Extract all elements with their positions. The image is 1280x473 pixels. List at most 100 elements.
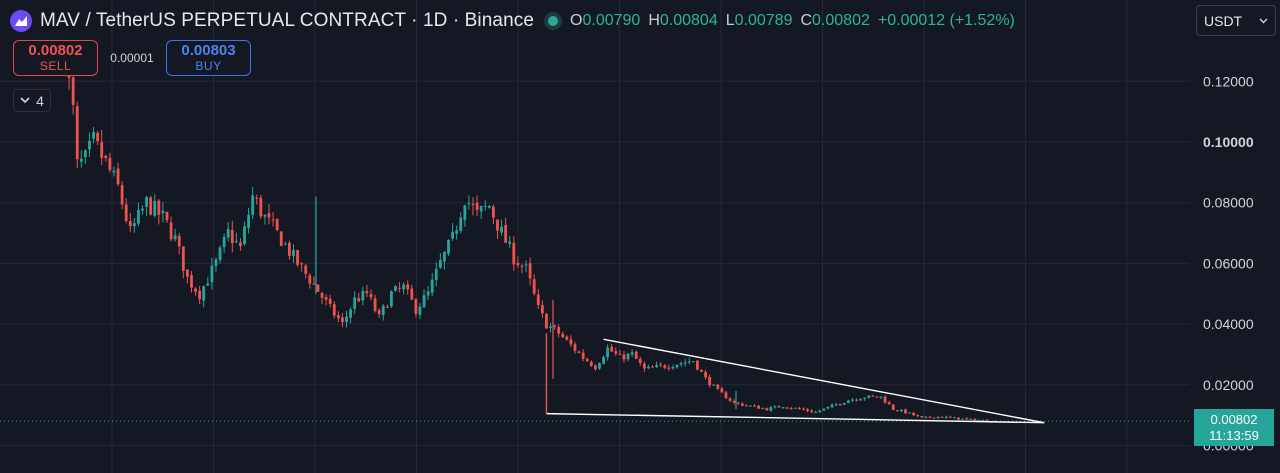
candle-body: [957, 417, 960, 420]
candle-body: [765, 408, 769, 411]
candle-body: [157, 200, 161, 215]
candle-body: [859, 399, 862, 401]
candle-body: [190, 275, 193, 288]
high-label: H: [648, 12, 660, 29]
candle-body: [300, 263, 304, 265]
candle-body: [985, 420, 989, 422]
candle-body: [173, 235, 177, 240]
candle-body: [528, 263, 532, 279]
candle-body: [818, 410, 822, 412]
candle-body: [239, 242, 242, 246]
sell-price: 0.00802: [28, 42, 83, 59]
symbol-title[interactable]: MAV / TetherUS PERPETUAL CONTRACT · 1D ·…: [40, 10, 535, 31]
y-tick-label: 0.04000: [1203, 316, 1254, 332]
candle-body: [769, 407, 773, 411]
candle-body: [932, 417, 936, 419]
indicators-toggle[interactable]: 4: [13, 89, 51, 112]
candle-body: [271, 219, 275, 221]
candle-body: [145, 196, 148, 207]
candle-body: [467, 203, 471, 205]
candle-body: [842, 402, 846, 405]
candle-body: [451, 231, 454, 239]
candle-body: [683, 362, 687, 364]
trendline-lower: [546, 412, 1045, 424]
indicators-count: 4: [36, 92, 44, 109]
candle-body: [740, 403, 744, 406]
candle-body: [638, 358, 642, 364]
candle-body: [895, 410, 899, 412]
candle-body: [75, 106, 79, 160]
candle-body: [965, 418, 969, 420]
candle-body: [361, 290, 365, 301]
candle-body: [124, 204, 128, 221]
candle-body: [969, 418, 973, 420]
currency-select[interactable]: USDT: [1196, 5, 1276, 36]
candle-body: [834, 404, 838, 406]
open-value: 0.00790: [582, 12, 641, 29]
candle-body: [614, 351, 618, 354]
candle-body: [761, 408, 765, 410]
candle-body: [108, 158, 112, 171]
candle-body: [675, 364, 679, 368]
candle-body: [120, 185, 124, 205]
candle-body: [671, 367, 675, 369]
high-value: 0.00804: [659, 12, 718, 29]
candle-body: [455, 230, 459, 234]
candle-body: [789, 408, 793, 410]
candle-body: [128, 221, 132, 227]
candle-body: [704, 371, 707, 378]
candle-body: [381, 305, 385, 316]
candle-body: [251, 195, 255, 215]
open-label: O: [570, 12, 583, 29]
candle-body: [153, 200, 157, 216]
candle-body: [475, 202, 479, 210]
candle-body: [234, 241, 238, 243]
candle-body: [793, 407, 797, 409]
candle-body: [961, 418, 964, 420]
candle-body: [863, 397, 867, 399]
symbol-logo-icon[interactable]: [10, 10, 32, 32]
candle-body: [540, 305, 544, 314]
candle-body: [924, 416, 928, 418]
chevron-down-icon: [1259, 18, 1268, 23]
close-label: C: [800, 12, 813, 29]
candle-body: [618, 353, 622, 355]
candle-body: [651, 366, 654, 368]
candle-body: [753, 405, 756, 407]
candle-body: [712, 384, 716, 386]
candle-body: [594, 365, 597, 370]
candle-body: [487, 205, 491, 208]
candle-body: [904, 409, 907, 414]
candle-body: [165, 211, 169, 221]
candle-body: [377, 310, 381, 314]
candle-body: [218, 247, 222, 260]
candle-body: [259, 197, 263, 217]
candle-body: [194, 288, 197, 292]
candle-body: [802, 408, 805, 410]
candle-body: [936, 416, 940, 419]
candle-body: [255, 197, 259, 199]
candle-body: [312, 283, 316, 285]
candle-body: [92, 131, 95, 139]
candle-body: [855, 399, 858, 401]
candle-body: [177, 236, 181, 247]
candle-body: [226, 229, 230, 238]
candle-body: [900, 409, 903, 412]
buy-button[interactable]: 0.00803 BUY: [166, 40, 251, 76]
candle-body: [332, 304, 336, 316]
sell-button[interactable]: 0.00802 SELL: [13, 40, 98, 76]
candle-body: [398, 287, 401, 289]
candle-body: [912, 412, 916, 416]
candle-body: [728, 398, 732, 401]
y-tick-label: 0.08000: [1203, 195, 1254, 211]
candle-body: [589, 362, 593, 366]
candle-body: [708, 376, 712, 386]
candle-body: [659, 364, 663, 366]
candle-body: [720, 388, 724, 393]
candle-body: [243, 226, 246, 245]
trade-panel: 0.00802 SELL 0.00001 0.00803 BUY: [13, 40, 251, 76]
candle-body: [288, 242, 291, 256]
candle-body: [655, 365, 658, 368]
close-value: 0.00802: [812, 12, 870, 29]
